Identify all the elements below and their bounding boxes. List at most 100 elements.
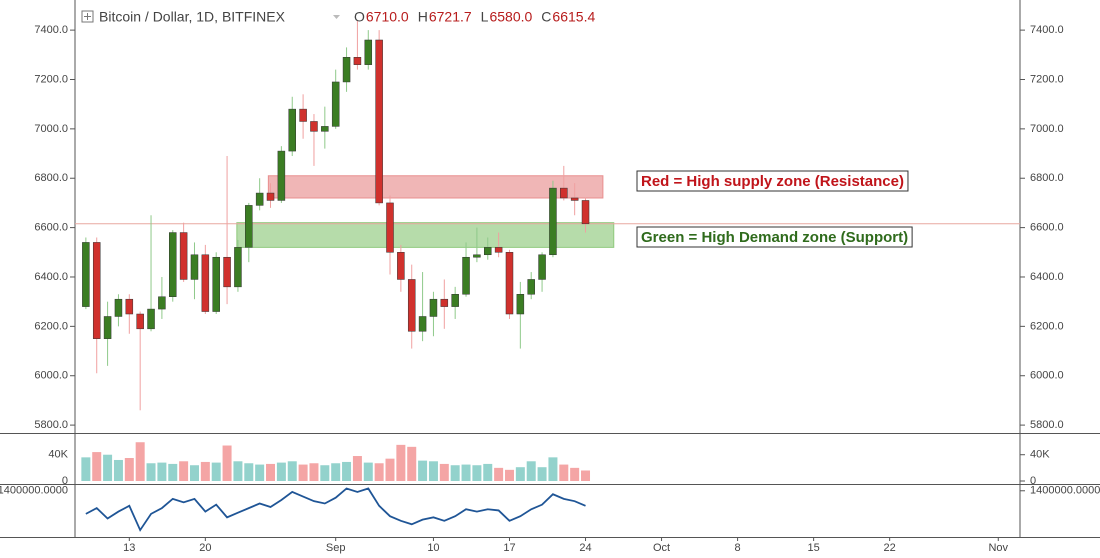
volume-bar	[146, 463, 156, 481]
volume-bar	[222, 445, 232, 481]
y-tick-label: 6000.0	[1030, 370, 1064, 382]
volume-bar	[439, 463, 449, 481]
header-value: 6710.0	[366, 9, 409, 25]
x-tick-label: 15	[807, 542, 819, 554]
volume-bar	[472, 465, 482, 481]
candle-body	[462, 256, 470, 295]
symbol-title: Bitcoin / Dollar, 1D, BITFINEX	[99, 9, 286, 25]
y-tick-label: 6200.0	[1030, 320, 1064, 332]
volume-bar	[211, 462, 221, 481]
candle-body	[299, 108, 307, 122]
volume-bar	[374, 463, 384, 481]
y-tick-label: 6400.0	[1030, 271, 1064, 283]
volume-bar	[559, 464, 569, 481]
candle-body	[266, 192, 275, 201]
y-tick-label: 7400.0	[1030, 24, 1064, 36]
candle-body	[223, 256, 231, 288]
volume-bar	[352, 456, 362, 481]
zone	[267, 175, 604, 199]
candle-body	[169, 232, 177, 297]
volume-bar	[135, 442, 145, 481]
candle-body	[147, 308, 155, 330]
volume-bar	[189, 465, 199, 481]
x-tick-label: Oct	[653, 542, 670, 554]
x-tick-label: 22	[884, 542, 896, 554]
candle-body	[158, 296, 166, 310]
volume-bar	[418, 460, 428, 481]
candle-body	[494, 247, 503, 253]
candle-body	[82, 242, 90, 307]
dropdown-arrow[interactable]	[333, 15, 340, 19]
volume-bar	[266, 463, 276, 481]
candle-body	[136, 313, 144, 330]
candle-body	[321, 126, 329, 132]
y-tick-label: 6800.0	[1030, 172, 1064, 184]
candle-body	[190, 254, 199, 280]
candle-body	[407, 279, 416, 332]
candle-body	[288, 108, 296, 152]
volume-bar	[363, 462, 373, 481]
x-tick-label: Sep	[326, 542, 346, 554]
volume-bar	[483, 463, 493, 481]
y-tick-label: 6600.0	[1030, 222, 1064, 234]
volume-bar	[385, 458, 395, 481]
volume-bar	[320, 465, 330, 481]
candle-body	[277, 150, 286, 201]
y-tick-label: 7200.0	[1030, 73, 1064, 85]
volume-bar	[287, 461, 297, 481]
volume-tick-label: 0	[62, 475, 68, 487]
candle-body	[560, 187, 568, 199]
volume-bar	[450, 465, 460, 481]
header-key: H	[418, 9, 428, 25]
indicator-tick-label: 1400000.0000	[1030, 485, 1100, 497]
candle-body	[342, 57, 351, 83]
candle-body	[331, 81, 340, 127]
candle-body	[103, 316, 112, 339]
annotation-text: Red = High supply zone (Resistance)	[641, 173, 904, 190]
volume-tick-label: 0	[1030, 475, 1036, 487]
volume-bar	[537, 467, 547, 481]
x-tick-label: Nov	[988, 542, 1008, 554]
candle-body	[125, 298, 134, 315]
header-value: 6721.7	[429, 9, 472, 25]
candle-body	[386, 202, 394, 253]
candle-body	[234, 247, 242, 288]
volume-bar	[342, 461, 352, 481]
candle-body	[179, 232, 188, 280]
candle-body	[364, 39, 373, 65]
header-value: 6580.0	[489, 9, 532, 25]
volume-bar	[124, 458, 134, 481]
indicator-tick-label: 1400000.0000	[0, 485, 68, 497]
volume-bar	[428, 461, 438, 481]
candle-body	[570, 197, 579, 201]
indicator-line	[85, 487, 586, 532]
header-value: 6615.4	[552, 9, 595, 25]
volume-bar	[276, 462, 286, 481]
volume-bar	[103, 454, 113, 481]
candle-body	[451, 294, 459, 307]
y-tick-label: 6000.0	[34, 370, 68, 382]
candle-body	[418, 316, 427, 332]
volume-bar	[200, 461, 210, 481]
x-tick-label: 8	[735, 542, 741, 554]
candle-body	[549, 187, 557, 256]
volume-bar	[526, 461, 536, 481]
volume-bar	[570, 467, 580, 481]
candle-body	[201, 254, 210, 312]
x-tick-label: 13	[123, 542, 135, 554]
y-tick-label: 7200.0	[34, 73, 68, 85]
volume-bar	[494, 467, 504, 481]
volume-bar	[396, 444, 406, 481]
candle-body	[516, 294, 525, 315]
candle-body	[397, 252, 405, 280]
annotation-box	[636, 226, 913, 248]
volume-bar	[81, 457, 91, 481]
x-tick-label: 10	[427, 542, 439, 554]
candle-body	[212, 256, 220, 312]
expand-icon[interactable]	[81, 10, 94, 23]
x-tick-label: 17	[503, 542, 515, 554]
candle-body	[473, 254, 481, 258]
y-tick-label: 5800.0	[34, 419, 68, 431]
y-tick-label: 7000.0	[34, 123, 68, 135]
candle-body	[440, 298, 449, 307]
